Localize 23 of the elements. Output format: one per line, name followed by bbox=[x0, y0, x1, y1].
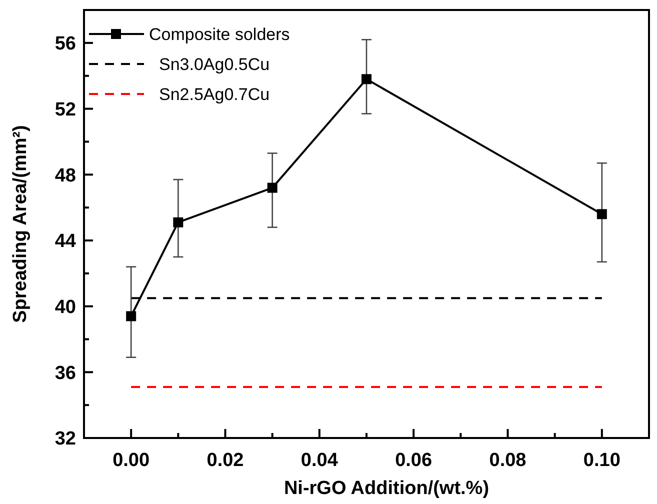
y-axis-title: Spreading Area/(mm²) bbox=[10, 125, 31, 323]
point bbox=[596, 209, 607, 220]
x-tick-label: 0.02 bbox=[206, 450, 244, 471]
y-tick-label: 32 bbox=[54, 428, 76, 450]
legend-label: Composite solders bbox=[149, 24, 290, 44]
y-tick-label: 48 bbox=[54, 165, 76, 186]
y-tick-label: 52 bbox=[54, 99, 76, 120]
x-tick-label: 0.10 bbox=[583, 450, 620, 471]
x-tick-label: 0.08 bbox=[489, 450, 526, 471]
legend-label: Sn3.0Ag0.5Cu bbox=[159, 54, 270, 74]
y-tick-label: 36 bbox=[54, 362, 76, 384]
y-tick-label: 40 bbox=[54, 296, 76, 318]
x-tick-label: 0.00 bbox=[112, 450, 150, 471]
point bbox=[173, 217, 184, 228]
y-tick-label: 56 bbox=[54, 34, 76, 55]
point bbox=[267, 182, 278, 193]
x-axis-title: Ni-rGO Addition/(wt.%) bbox=[284, 478, 490, 499]
point bbox=[362, 74, 372, 84]
x-tick-label: 0.06 bbox=[395, 450, 432, 471]
x-tick-label: 0.04 bbox=[300, 450, 338, 471]
legend-label: Sn2.5Ag0.7Cu bbox=[159, 84, 270, 104]
point bbox=[126, 311, 136, 322]
y-tick-label: 44 bbox=[54, 231, 76, 252]
